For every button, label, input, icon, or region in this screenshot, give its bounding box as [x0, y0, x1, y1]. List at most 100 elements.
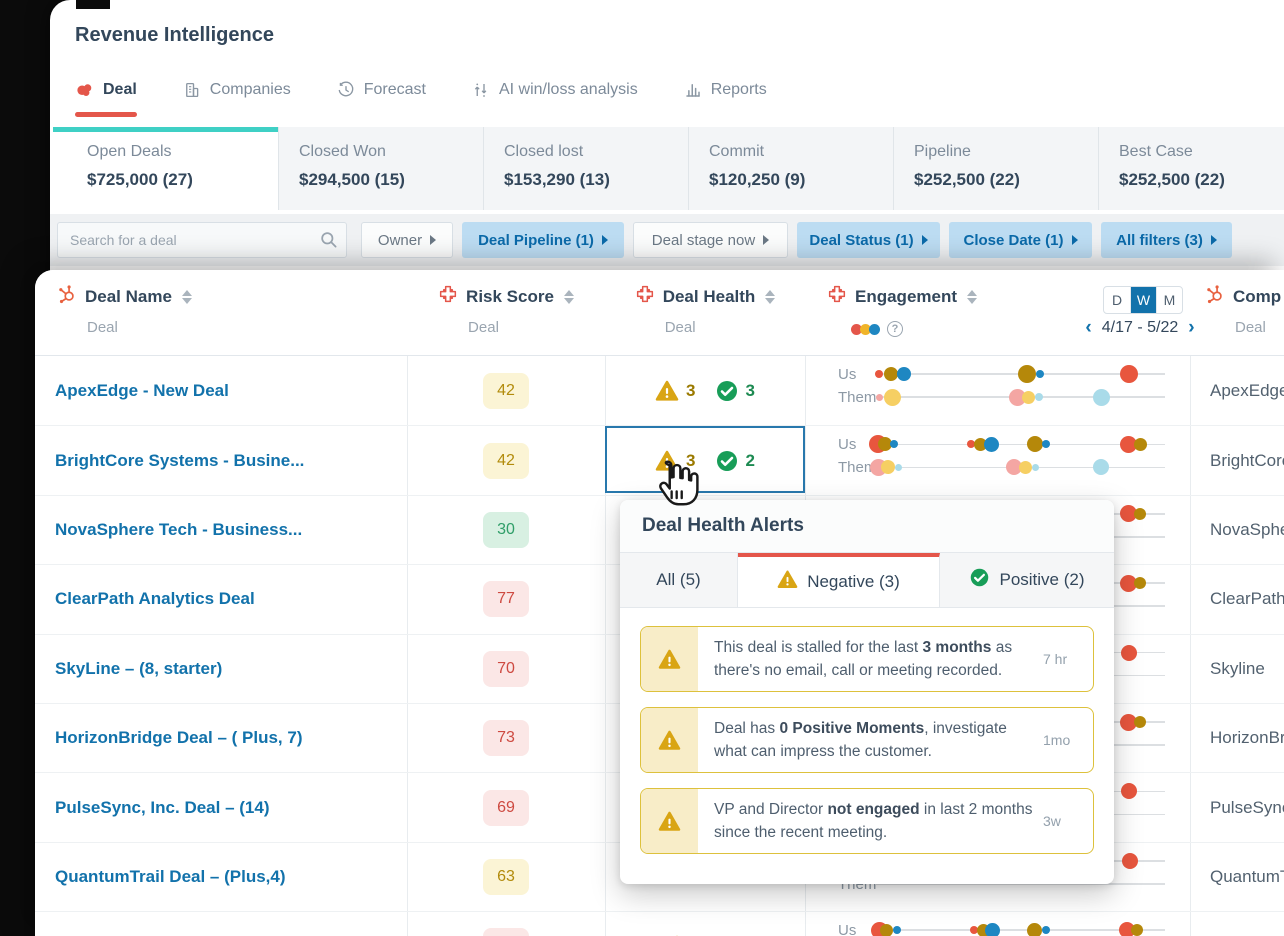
hubspot-icon	[57, 284, 77, 309]
engagement-dot	[1027, 922, 1042, 936]
companies-icon	[183, 81, 201, 99]
popup-tab-label: Negative (3)	[807, 572, 900, 591]
popup-title: Deal Health Alerts	[620, 500, 1114, 553]
risk-score-cell: 69	[407, 773, 605, 841]
company-name: NovaSphere	[1210, 519, 1284, 539]
engagement-dot	[1122, 852, 1139, 869]
deal-name-link[interactable]: ClearPath Analytics Deal	[55, 589, 255, 609]
sort-icon[interactable]	[765, 289, 776, 304]
summary-card-closed-lost[interactable]: Closed lost $153,290 (13)	[483, 127, 688, 210]
column-header-deal-health[interactable]: Deal Health Deal	[605, 284, 805, 336]
them-label: Them	[838, 389, 877, 406]
tab-companies[interactable]: Companies	[183, 81, 291, 99]
warning-count: 3	[686, 450, 696, 470]
alert-timestamp: 3w	[1043, 813, 1061, 829]
filter-chip-deal-pipeline[interactable]: Deal Pipeline (1)	[462, 222, 624, 258]
popup-tabs: All (5) Negative (3) Positive (2)	[620, 553, 1114, 608]
filter-chip-deal-stage[interactable]: Deal stage now	[633, 222, 788, 258]
app-icon	[635, 284, 655, 309]
chip-label: Deal Pipeline (1)	[478, 231, 594, 249]
engagement-timeline	[875, 443, 1165, 446]
legend-dot-yellow	[860, 323, 871, 335]
column-header-deal-name[interactable]: Deal Name Deal	[57, 284, 192, 336]
positive-count: 3	[745, 380, 755, 400]
column-subtitle: Deal	[1235, 319, 1266, 336]
legend-dot-blue	[869, 323, 880, 335]
tab-label: Deal	[103, 80, 137, 98]
risk-score-cell	[407, 912, 605, 936]
engagement-dot	[897, 367, 911, 381]
summary-value: $153,290 (13)	[504, 170, 610, 189]
summary-card-pipeline[interactable]: Pipeline $252,500 (22)	[893, 127, 1098, 210]
sort-icon[interactable]	[967, 289, 978, 304]
alert-card: VP and Director not engaged in last 2 mo…	[640, 788, 1094, 854]
tab-forecast[interactable]: Forecast	[337, 81, 426, 99]
column-header-company[interactable]: Comp Deal	[1205, 284, 1281, 336]
deal-name-link[interactable]: HorizonBridge Deal – ( Plus, 7)	[55, 728, 303, 748]
warning-icon	[777, 569, 798, 595]
column-title: Deal Name	[85, 286, 172, 306]
chevron-left-icon[interactable]: ‹	[1085, 317, 1092, 338]
deal-name-link[interactable]: ApexEdge - New Deal	[55, 380, 229, 400]
toggle-week[interactable]: W	[1130, 287, 1156, 313]
warning-count: 3	[686, 380, 696, 400]
engagement-dot	[880, 923, 894, 936]
risk-score-badge: 30	[483, 511, 529, 548]
tab-ai-winloss[interactable]: AI win/loss analysis	[472, 81, 638, 99]
deal-name-link[interactable]: NovaSphere Tech - Business...	[55, 519, 303, 539]
tab-label: AI win/loss analysis	[498, 80, 638, 98]
column-subtitle: Deal	[468, 319, 499, 336]
summary-label: Commit	[709, 143, 765, 160]
tab-reports[interactable]: Reports	[684, 81, 767, 99]
deal-name-link[interactable]: SkyLine – (8, starter)	[55, 658, 223, 678]
engagement-dot	[875, 370, 884, 378]
summary-card-open-deals[interactable]: Open Deals $725,000 (27)	[53, 127, 278, 210]
engagement-dot	[1119, 922, 1136, 936]
column-header-risk-score[interactable]: Risk Score Deal	[407, 284, 605, 336]
us-label: Us	[838, 922, 857, 936]
summary-card-closed-won[interactable]: Closed Won $294,500 (15)	[278, 127, 483, 210]
filter-chip-all-filters[interactable]: All filters (3)	[1101, 222, 1232, 258]
deal-name-link[interactable]: PulseSync, Inc. Deal – (14)	[55, 797, 270, 817]
engagement-dot	[883, 388, 901, 406]
popup-tab-positive[interactable]: Positive (2)	[940, 553, 1114, 607]
summary-card-best-case[interactable]: Best Case $252,500 (22)	[1098, 127, 1284, 210]
filter-chip-owner[interactable]: Owner	[361, 222, 453, 258]
sort-icon[interactable]	[181, 289, 192, 304]
toggle-month[interactable]: M	[1156, 287, 1182, 313]
toggle-day[interactable]: D	[1111, 292, 1123, 308]
screen-artifact	[76, 0, 110, 9]
search-icon	[319, 230, 338, 254]
filter-chip-deal-status[interactable]: Deal Status (1)	[797, 222, 940, 258]
sort-icon[interactable]	[563, 289, 574, 304]
engagement-dot	[1032, 463, 1040, 471]
help-icon[interactable]: ?	[887, 321, 903, 337]
popup-tab-negative[interactable]: Negative (3)	[738, 553, 940, 607]
column-header-engagement[interactable]: Engagement ?	[827, 284, 978, 337]
search-input[interactable]	[57, 222, 347, 258]
deal-health-cell[interactable]	[605, 912, 805, 936]
chip-label: All filters (3)	[1116, 231, 1203, 249]
risk-score-badge: 70	[483, 650, 529, 687]
tab-deal[interactable]: Deal	[75, 80, 137, 117]
engagement-dot	[1026, 436, 1043, 453]
column-title: Risk Score	[466, 286, 554, 306]
popup-tab-all[interactable]: All (5)	[620, 553, 738, 607]
chip-label: Owner	[377, 231, 423, 249]
engagement-dot	[889, 440, 898, 449]
filter-chip-close-date[interactable]: Close Date (1)	[949, 222, 1092, 258]
alert-icon-zone	[641, 708, 698, 772]
deal-name-link[interactable]: QuantumTrail Deal – (Plus,4)	[55, 866, 286, 886]
app-icon	[827, 284, 847, 309]
summary-card-commit[interactable]: Commit $120,250 (9)	[688, 127, 893, 210]
hubspot-icon	[1205, 284, 1225, 309]
app-icon	[438, 284, 458, 309]
deal-name-link[interactable]: BrightCore Systems - Busine...	[55, 450, 305, 470]
warning-icon	[658, 811, 681, 831]
alert-icon-zone	[641, 789, 698, 853]
warning-icon	[655, 380, 679, 401]
date-range-nav: ‹ 4/17 - 5/22 ›	[1065, 318, 1215, 337]
chevron-right-icon[interactable]: ›	[1188, 317, 1195, 338]
